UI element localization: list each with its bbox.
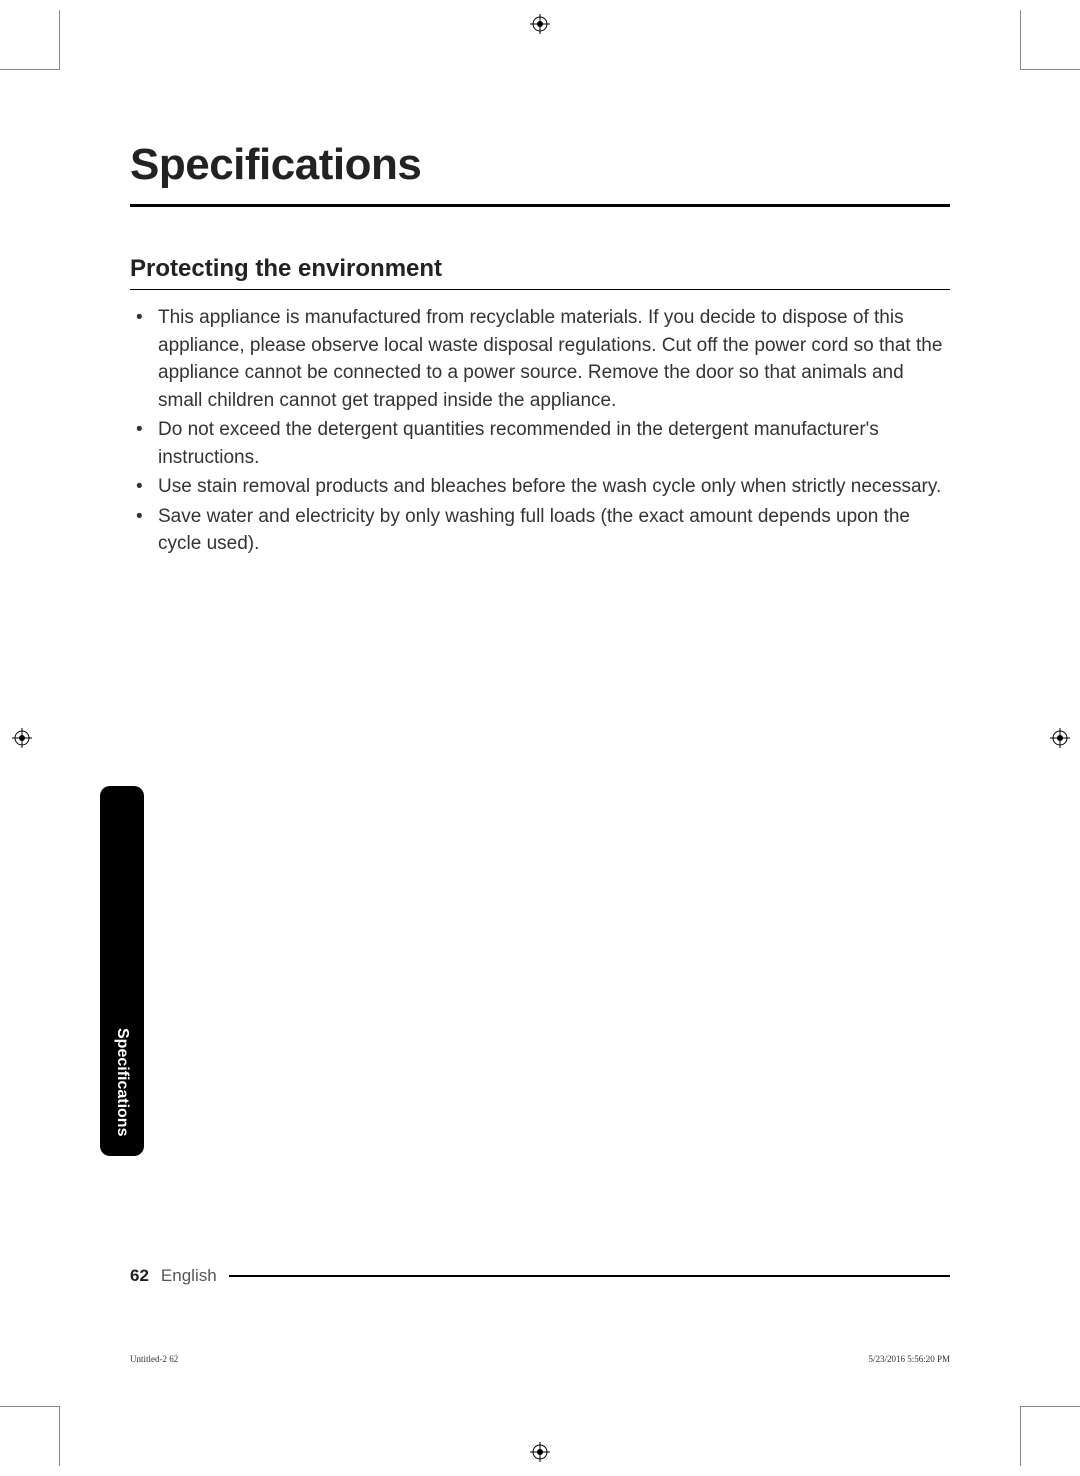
page-title: Specifications <box>130 140 950 207</box>
page-footer: 62 English <box>130 1266 950 1286</box>
print-meta-right: 5/23/2016 5:56:20 PM <box>868 1354 950 1364</box>
registration-mark-right <box>1050 728 1070 748</box>
side-tab: Specifications <box>100 786 144 1156</box>
list-item: Save water and electricity by only washi… <box>130 503 950 558</box>
crop-mark-bl <box>0 1406 60 1466</box>
list-item: Use stain removal products and bleaches … <box>130 473 950 501</box>
crop-mark-tr <box>1020 10 1080 70</box>
crop-mark-br <box>1020 1406 1080 1466</box>
section-heading: Protecting the environment <box>130 255 950 290</box>
side-tab-label: Specifications <box>113 1028 131 1136</box>
page-number: 62 <box>130 1266 149 1286</box>
list-item: This appliance is manufactured from recy… <box>130 304 950 414</box>
registration-mark-bottom <box>530 1442 550 1462</box>
registration-mark-left <box>12 728 32 748</box>
registration-mark-top <box>530 14 550 34</box>
language-label: English <box>161 1266 217 1286</box>
list-item: Do not exceed the detergent quantities r… <box>130 416 950 471</box>
footer-rule <box>229 1275 950 1277</box>
page-container: Specifications Protecting the environmen… <box>60 70 1020 1406</box>
bullet-list: This appliance is manufactured from recy… <box>130 304 950 558</box>
content-area: Specifications Protecting the environmen… <box>60 70 1020 558</box>
crop-mark-tl <box>0 10 60 70</box>
print-meta-left: Untitled-2 62 <box>130 1354 178 1364</box>
